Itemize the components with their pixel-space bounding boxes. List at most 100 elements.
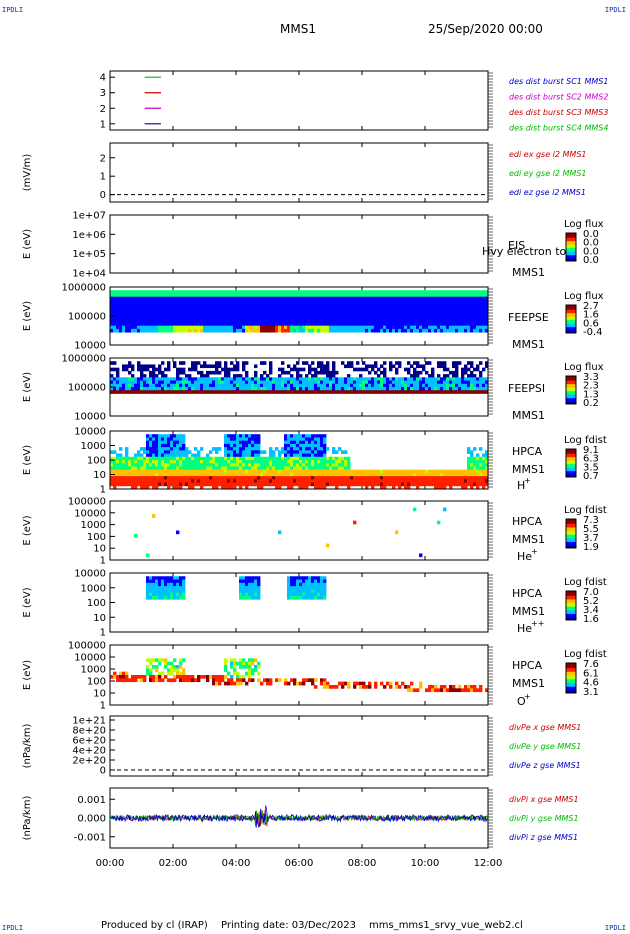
hpca_h-colorbar-cell	[566, 472, 576, 474]
hpca_h-pixel	[317, 482, 321, 487]
feeps_i-pixel	[470, 364, 474, 369]
feeps_e-pixel	[191, 322, 195, 327]
feeps_i-pixel	[311, 367, 315, 372]
feeps_i-pixel	[326, 364, 330, 369]
hpca_he2-pixel	[179, 576, 183, 580]
hpca_h-pixel	[305, 476, 309, 480]
feeps_e-pixel	[266, 299, 270, 304]
hpca_h-pixel	[458, 472, 462, 477]
hpca_h-pixel	[257, 437, 261, 442]
feeps_i-pixel	[437, 383, 441, 388]
feeps_i-colorbar-cell	[566, 380, 576, 383]
feeps_e-pixel	[314, 319, 318, 323]
hpca_o-pixel	[182, 675, 186, 679]
feeps_e-pixel	[308, 322, 312, 327]
feeps_e-pixel	[290, 312, 294, 317]
feeps_e-pixel	[296, 309, 300, 314]
feeps_i-pixel	[167, 390, 171, 394]
feeps_e-pixel	[260, 306, 264, 310]
feeps_e-pixel	[197, 306, 201, 310]
feeps_i-pixel	[479, 390, 483, 394]
hpca_h-pixel	[257, 443, 261, 448]
hpca_h-pixel	[134, 463, 138, 467]
feeps_i-pixel	[131, 374, 135, 378]
hpca_h-pixel	[344, 476, 348, 480]
feeps_i-colorbar-cell	[566, 378, 576, 380]
hpca_he2-pixel	[173, 582, 177, 587]
feeps_e-pixel	[305, 322, 309, 327]
hpca_he2-colorbar-cell	[566, 603, 576, 605]
feeps_e-pixel	[143, 293, 147, 298]
feeps_e-pixel	[359, 312, 363, 317]
feeps_e-pixel	[344, 303, 348, 307]
hpca_h-pixel	[182, 472, 186, 477]
hpca_h-pixel	[263, 469, 267, 474]
hpca_h-pixel	[377, 482, 381, 487]
hpca_h-pixel	[338, 466, 342, 471]
feeps_e-pixel	[272, 290, 276, 294]
feeps_i-pixel	[431, 380, 435, 385]
feeps_e-pixel	[404, 322, 408, 327]
feeps_e-pixel	[317, 309, 321, 314]
hpca_h-pixel	[224, 437, 228, 442]
hpca_h-pixel	[419, 482, 423, 487]
feeps_i-pixel	[473, 387, 477, 391]
hpca_h-pixel	[164, 434, 168, 438]
hpca_h-pixel	[470, 456, 474, 461]
feeps_i-pixel	[335, 383, 339, 388]
hpca_he1-spacecraft-label: MMS1	[512, 533, 545, 546]
feeps_i-pixel	[215, 361, 219, 365]
hpca_o-pixel	[149, 675, 153, 679]
hpca_h-pixel	[272, 479, 276, 483]
feeps_e-pixel	[383, 303, 387, 307]
feeps_e-pixel	[440, 325, 444, 330]
feeps_e-pixel	[422, 328, 426, 333]
hpca_h-pixel	[455, 476, 459, 480]
feeps_i-pixel	[374, 364, 378, 369]
feeps_e-colorbar-cell	[566, 317, 576, 320]
feeps_e-pixel	[149, 303, 153, 307]
feeps_i-pixel	[179, 380, 183, 385]
feeps_i-pixel	[110, 377, 114, 381]
hpca_he2-colorbar-cell	[566, 591, 576, 593]
hpca_h-pixel	[308, 447, 312, 451]
feeps_i-pixel	[437, 380, 441, 385]
feeps_e-pixel	[383, 319, 387, 323]
hpca_he1-pixel	[437, 520, 441, 525]
feeps_i-pixel	[257, 383, 261, 388]
feeps_e-pixel	[482, 303, 486, 307]
hpca_h-pixel	[455, 469, 459, 474]
hpca_h-pixel	[170, 472, 174, 477]
hpca_he2-pixel	[164, 582, 168, 587]
hpca_o-pixel	[323, 685, 327, 689]
feeps_e-pixel	[431, 293, 435, 298]
hpca_he1-colorbar-cell	[566, 522, 576, 525]
feeps_e-pixel	[140, 322, 144, 327]
feeps_e-pixel	[449, 309, 453, 314]
feeps_e-pixel	[437, 322, 441, 327]
hpca_he1-colorbar-cell	[566, 526, 576, 528]
feeps_e-pixel	[287, 319, 291, 323]
hpca_o-pixel	[170, 668, 174, 673]
feeps_i-pixel	[419, 387, 423, 391]
hpca_h-pixel	[422, 479, 426, 483]
feeps_i-pixel	[452, 370, 456, 375]
hpca_h-pixel	[479, 476, 483, 480]
feeps_i-pixel	[446, 387, 450, 391]
feeps_e-pixel	[245, 309, 249, 314]
feeps_e-pixel	[122, 325, 126, 330]
feeps_e-pixel	[413, 293, 417, 298]
feeps_i-pixel	[125, 383, 129, 388]
feeps_e-pixel	[425, 319, 429, 323]
feeps_e-pixel	[338, 299, 342, 304]
feeps_i-pixel	[464, 370, 468, 375]
feeps_e-pixel	[377, 296, 381, 301]
feeps_i-pixel	[311, 380, 315, 385]
hpca_h-pixel	[308, 479, 312, 483]
feeps_e-pixel	[320, 296, 324, 301]
hpca_h-pixel	[344, 456, 348, 461]
hpca_o-pixel	[161, 671, 165, 676]
hpca_h-pixel	[146, 469, 150, 474]
hpca_he1-frame-top	[109, 500, 489, 561]
feeps_e-pixel	[143, 306, 147, 310]
